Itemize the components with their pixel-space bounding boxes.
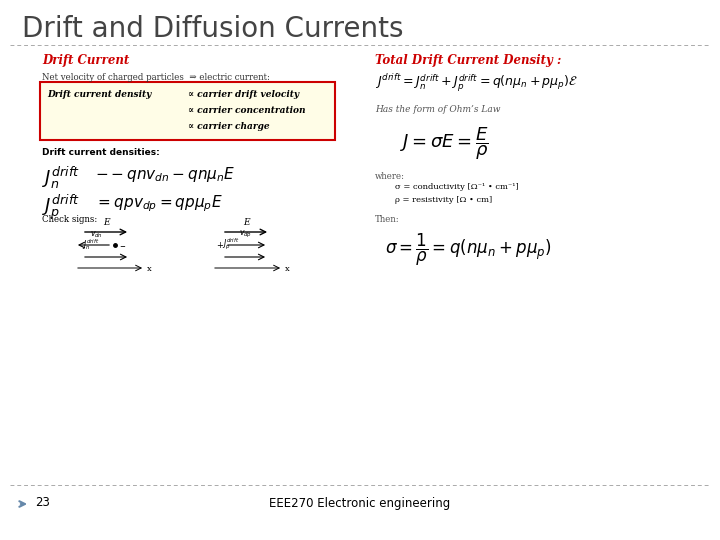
Text: ρ = resistivity [Ω • cm]: ρ = resistivity [Ω • cm] [395,196,492,204]
Text: ∝ carrier charge: ∝ carrier charge [188,122,269,131]
Text: E: E [103,218,109,227]
Text: 23: 23 [35,496,50,510]
Text: ∝ carrier concentration: ∝ carrier concentration [188,106,305,115]
Text: x: x [285,265,289,273]
Text: $J_n^{drift}$: $J_n^{drift}$ [42,165,80,191]
Text: Check signs:: Check signs: [42,215,97,224]
Text: Net velocity of charged particles  ⇒ electric current:: Net velocity of charged particles ⇒ elec… [42,73,270,82]
Text: Drift current density: Drift current density [47,90,151,99]
Text: E: E [243,218,249,227]
Text: Drift Current: Drift Current [42,54,130,67]
Text: $\sigma = \dfrac{1}{\rho} = q\left(n\mu_n + p\mu_p\right)$: $\sigma = \dfrac{1}{\rho} = q\left(n\mu_… [385,232,552,268]
Text: Has the form of Ohm’s Law: Has the form of Ohm’s Law [375,105,500,114]
Text: $J^{drift} = J_n^{drift} + J_p^{drift} = q\left(n\mu_n + p\mu_p\right)\mathcal{E: $J^{drift} = J_n^{drift} + J_p^{drift} =… [375,73,578,94]
Text: $J_n^{drift}$: $J_n^{drift}$ [82,237,99,252]
Text: Drift and Diffusion Currents: Drift and Diffusion Currents [22,15,403,43]
Text: $- -qnv_{dn} - qn\mu_n E$: $- -qnv_{dn} - qn\mu_n E$ [95,165,235,184]
Text: $J_p^{drift}$: $J_p^{drift}$ [222,237,240,252]
Text: Total Drift Current Density :: Total Drift Current Density : [375,54,562,67]
Text: EEE270 Electronic engineering: EEE270 Electronic engineering [269,496,451,510]
Text: $J = \sigma E = \dfrac{E}{\rho}$: $J = \sigma E = \dfrac{E}{\rho}$ [400,125,489,161]
Text: +: + [217,240,223,249]
Text: $\mathbf{-}$: $\mathbf{-}$ [119,242,126,248]
Text: $J_p^{drift}$: $J_p^{drift}$ [42,193,80,222]
Text: x: x [147,265,152,273]
Text: Then:: Then: [375,215,400,224]
Text: $= qpv_{dp} = qp\mu_p E$: $= qpv_{dp} = qp\mu_p E$ [95,193,222,214]
Text: Drift current densities:: Drift current densities: [42,148,160,157]
Text: ∝ carrier drift velocity: ∝ carrier drift velocity [188,90,299,99]
Text: where:: where: [375,172,405,181]
Text: $v_{dn}$: $v_{dn}$ [89,230,102,240]
FancyBboxPatch shape [40,82,335,140]
Text: $v_{dp}$: $v_{dp}$ [240,229,253,240]
Text: σ = conductivity [Ω⁻¹ • cm⁻¹]: σ = conductivity [Ω⁻¹ • cm⁻¹] [395,183,518,191]
